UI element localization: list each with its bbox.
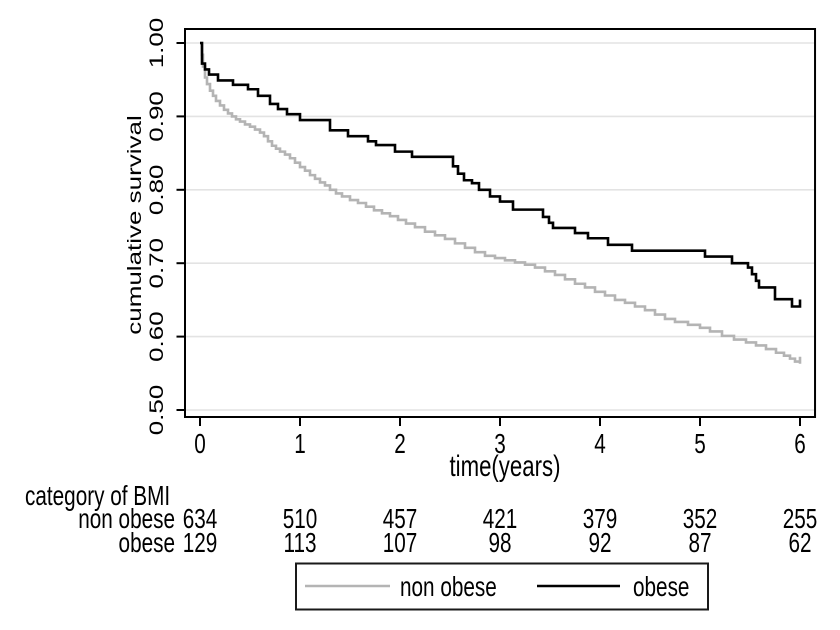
risk-table-rows: non obese 634 510 457 421 379 352 255 obese 129 11…	[78, 504, 817, 559]
risk-count: 352	[683, 504, 718, 535]
x-tick-label: 5	[694, 429, 706, 460]
risk-count: 379	[583, 504, 618, 535]
non-obese-curve	[200, 43, 800, 364]
x-tick-label: 6	[794, 429, 806, 460]
x-axis-ticks: 0 1 2 3 4 5 6	[194, 417, 806, 460]
y-axis-ticks: 0.50 0.60 0.70 0.80 0.90 1.00	[145, 18, 185, 436]
risk-count: 98	[488, 528, 511, 559]
legend-item: obese	[537, 572, 689, 603]
x-tick-label: 2	[394, 429, 406, 460]
legend-item: non obese	[305, 572, 497, 603]
survival-curves	[200, 43, 800, 364]
legend-box: non obese obese	[296, 564, 708, 610]
risk-count: 457	[383, 504, 418, 535]
risk-count: 255	[783, 504, 818, 535]
risk-count: 510	[283, 504, 318, 535]
plot-frame	[185, 29, 815, 417]
risk-count: 107	[383, 528, 418, 559]
x-axis-title: time(years)	[450, 449, 561, 483]
y-tick-label: 1.00	[145, 18, 167, 69]
legend-frame	[296, 564, 708, 610]
number-at-risk-table: category of BMI non obese 634 510 457 421 379…	[25, 481, 817, 559]
risk-count: 92	[588, 528, 611, 559]
x-tick-label: 3	[494, 429, 506, 460]
x-tick-label: 0	[194, 429, 206, 460]
risk-count: 634	[183, 504, 218, 535]
y-tick-label: 0.50	[145, 385, 167, 436]
risk-table-row: obese 129 113 107 98 92 87 62	[119, 528, 812, 559]
risk-count: 62	[788, 528, 811, 559]
risk-count: 87	[688, 528, 711, 559]
risk-row-label: obese	[119, 528, 175, 559]
x-tick-label: 1	[294, 429, 306, 460]
y-gridlines	[185, 43, 815, 410]
obese-curve	[200, 43, 800, 307]
risk-row-label: non obese	[78, 504, 175, 535]
y-tick-label: 0.90	[145, 91, 167, 142]
risk-count: 421	[483, 504, 518, 535]
risk-table-title: category of BMI	[25, 481, 170, 512]
risk-table-row: non obese 634 510 457 421 379 352 255	[78, 504, 817, 535]
y-axis-title: cumulative survival	[123, 115, 145, 335]
x-tick-label: 4	[594, 429, 606, 460]
y-tick-label: 0.60	[145, 311, 167, 362]
y-tick-label: 0.80	[145, 165, 167, 216]
legend-item-label: non obese	[400, 572, 497, 603]
risk-count: 113	[283, 528, 316, 559]
risk-count: 129	[183, 528, 218, 559]
legend-item-label: obese	[633, 572, 689, 603]
y-tick-label: 0.70	[145, 238, 167, 289]
